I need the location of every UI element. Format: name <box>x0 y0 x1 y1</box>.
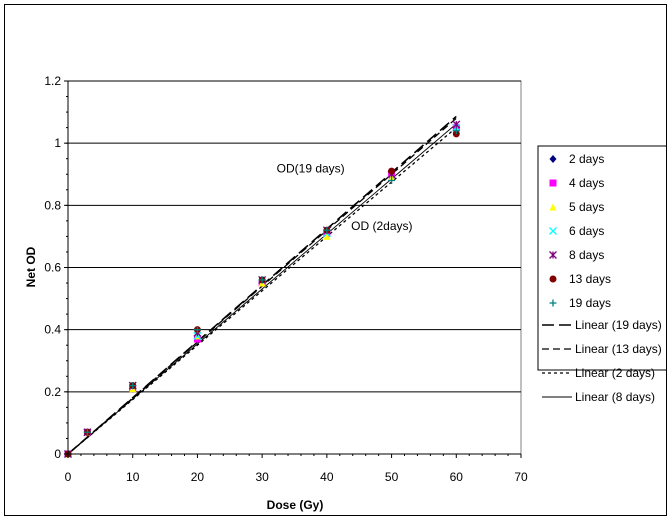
x-tick-label-0: 0 <box>65 470 72 484</box>
legend-label-6: 19 days <box>569 296 611 310</box>
legend-label-trend-0: Linear (19 days) <box>575 318 662 332</box>
y-tick-label-4: 0.8 <box>44 198 61 212</box>
legend-marker-1 <box>549 179 557 187</box>
legend-marker-6 <box>549 299 557 307</box>
chart-frame: 0 10 20 30 40 50 60 70 0 0.2 0.4 0.6 0.8 1 1.2 Dose (… <box>4 4 669 516</box>
y-tick-labels: 0 0.2 0.4 0.6 0.8 1 1.2 <box>44 74 61 461</box>
legend-label-5: 13 days <box>569 272 611 286</box>
point-s5-6 <box>388 167 396 175</box>
x-tick-label-2: 20 <box>191 470 205 484</box>
y-tick-label-5: 1 <box>54 136 61 150</box>
x-tick-label-5: 50 <box>385 470 399 484</box>
legend-label-trend-3: Linear (8 days) <box>575 390 655 404</box>
x-axis-title: Dose (Gy) <box>267 498 324 512</box>
legend-marker-3 <box>549 227 557 235</box>
point-s6-4 <box>258 276 266 284</box>
annotation-0: OD(19 days) <box>277 162 345 176</box>
y-tick-label-3: 0.6 <box>44 261 61 275</box>
y-tick-label-1: 0.2 <box>44 385 61 399</box>
point-s6-1 <box>83 428 91 436</box>
y-tick-label-0: 0 <box>54 447 61 461</box>
x-tick-labels: 0 10 20 30 40 50 60 70 <box>65 470 528 484</box>
x-tick-label-1: 10 <box>126 470 140 484</box>
point-s6-2 <box>129 382 137 390</box>
legend-label-2: 5 days <box>569 200 604 214</box>
x-tick-label-7: 70 <box>514 470 528 484</box>
legend-label-trend-1: Linear (13 days) <box>575 342 662 356</box>
axes <box>64 80 522 458</box>
x-tick-label-3: 30 <box>255 470 269 484</box>
legend-label-0: 2 days <box>569 152 604 166</box>
legend-box <box>537 145 669 371</box>
point-s6-7 <box>452 127 460 135</box>
point-s6-5 <box>323 226 331 234</box>
y-tick-label-6: 1.2 <box>44 74 61 88</box>
x-tick-label-4: 40 <box>320 470 334 484</box>
chart-svg: 0 10 20 30 40 50 60 70 0 0.2 0.4 0.6 0.8 1 1.2 Dose (… <box>24 74 669 512</box>
legend-label-4: 8 days <box>569 248 604 262</box>
point-s4-7 <box>452 120 461 129</box>
legend-marker-4 <box>549 251 557 259</box>
legend-label-trend-2: Linear (2 days) <box>575 366 655 380</box>
grid-lines <box>68 80 521 393</box>
legend-label-1: 4 days <box>569 176 604 190</box>
point-s6-3 <box>193 326 201 334</box>
y-tick-label-2: 0.4 <box>44 323 61 337</box>
legend-marker-5 <box>549 275 557 283</box>
annotation-1: OD (2days) <box>351 219 412 233</box>
y-axis-title: Net OD <box>24 246 38 287</box>
legend-label-3: 6 days <box>569 224 604 238</box>
legend-marker-2 <box>549 203 557 211</box>
annotations: OD(19 days) OD (2days) <box>277 162 413 234</box>
point-s2-5 <box>323 232 331 240</box>
legend: 2 days 4 days 5 days 6 days 8 days 13 days 19 … <box>537 145 669 404</box>
x-tick-label-6: 60 <box>450 470 464 484</box>
legend-marker-0 <box>549 155 557 163</box>
point-s6-6 <box>388 176 396 184</box>
